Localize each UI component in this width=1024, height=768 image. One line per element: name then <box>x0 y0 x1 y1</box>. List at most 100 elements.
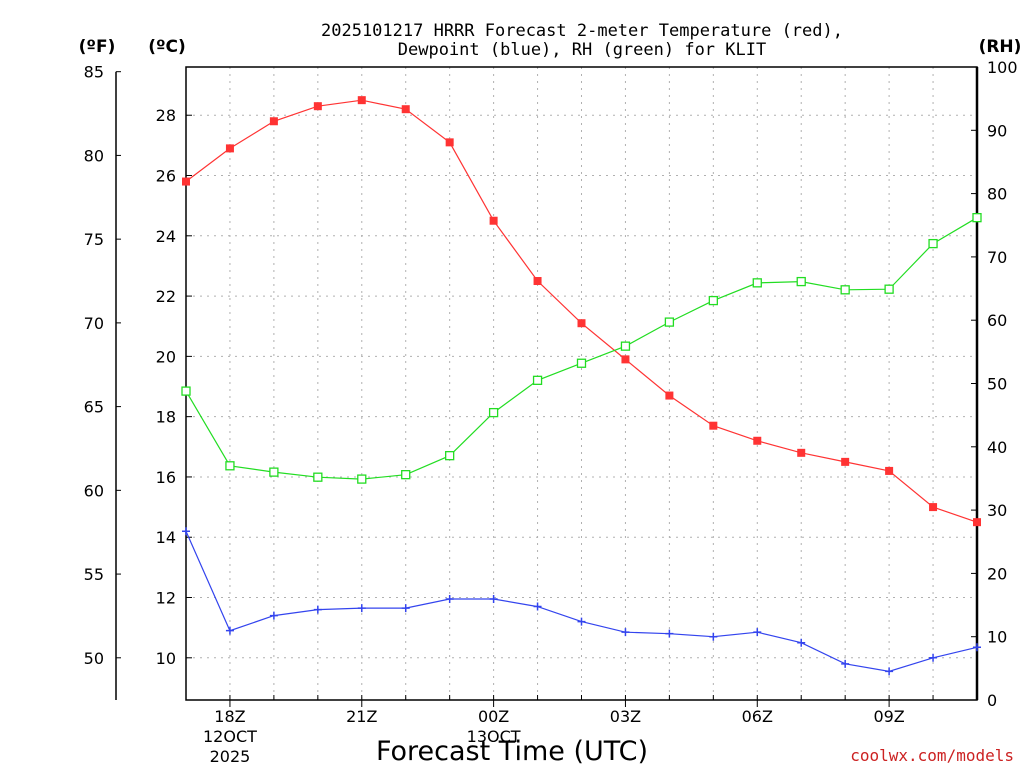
temperature-point <box>973 518 981 527</box>
temperature-point <box>665 391 674 400</box>
dewpoint-point <box>841 659 850 668</box>
fahrenheit-tick-label: 60 <box>84 481 104 500</box>
rh-tick-label: 20 <box>987 564 1007 583</box>
temperature-point <box>489 216 498 225</box>
rh-point <box>620 341 631 351</box>
fahrenheit-tick-label: 85 <box>84 63 104 82</box>
fahrenheit-unit-label: (ºF) <box>79 37 116 57</box>
gridlines <box>186 67 977 700</box>
rh-point <box>488 407 499 418</box>
rh-tick-label: 30 <box>987 501 1007 520</box>
celsius-tick-label: 26 <box>156 167 176 186</box>
x-tick-year: 2025 <box>210 747 251 766</box>
rh-point <box>884 284 894 294</box>
x-tick-date: 13OCT <box>467 727 521 746</box>
rh-tick-label: 60 <box>987 311 1007 330</box>
celsius-tick-label: 12 <box>156 589 176 608</box>
fahrenheit-tick-label: 75 <box>84 230 104 249</box>
temperature-point <box>709 421 718 430</box>
rh-tick-label: 10 <box>987 628 1007 647</box>
rh-point <box>664 317 675 327</box>
celsius-tick-label: 28 <box>156 106 176 125</box>
x-tick-label: 00Z <box>478 707 509 726</box>
temperature-point <box>577 319 586 328</box>
temperature-point <box>445 138 454 147</box>
celsius-tick-label: 10 <box>156 649 176 668</box>
rh-tick-label: 0 <box>987 691 997 710</box>
temperature-point <box>753 436 762 445</box>
chart-title-line2: Dewpoint (blue), RH (green) for KLIT <box>398 40 766 60</box>
rh-point <box>225 461 235 471</box>
rh-tick-label: 100 <box>987 58 1018 77</box>
data-series <box>181 96 982 676</box>
dewpoint-point <box>357 604 366 613</box>
dewpoint-line <box>185 530 978 673</box>
rh-point <box>928 238 938 249</box>
temperature-point <box>797 448 806 457</box>
dewpoint-point <box>269 611 278 620</box>
dewpoint-point <box>182 527 190 536</box>
temperature-point <box>269 117 278 126</box>
dewpoint-point <box>445 595 454 604</box>
dewpoint-point <box>225 626 234 635</box>
rh-point <box>840 285 850 295</box>
x-tick-label: 21Z <box>346 707 377 726</box>
temperature-point <box>621 355 630 364</box>
dewpoint-point <box>929 653 938 662</box>
rh-point <box>181 386 191 396</box>
temperature-point <box>885 466 894 475</box>
temperature-point <box>225 144 234 153</box>
celsius-tick-label: 22 <box>156 287 176 306</box>
temperature-point <box>401 105 410 114</box>
x-tick-label: 06Z <box>742 707 773 726</box>
temperature-point <box>357 96 366 105</box>
dewpoint-point <box>621 628 630 637</box>
celsius-unit-label: (ºC) <box>148 37 186 57</box>
rh-point <box>269 467 279 477</box>
x-tick-label: 03Z <box>610 707 641 726</box>
chart-title-line1: 2025101217 HRRR Forecast 2-meter Tempera… <box>321 21 843 41</box>
series-rh <box>181 213 982 484</box>
celsius-tick-label: 18 <box>156 408 176 427</box>
dewpoint-point <box>577 617 586 626</box>
rh-tick-label: 70 <box>987 248 1007 267</box>
rh-tick-label: 80 <box>987 185 1007 204</box>
rh-point <box>796 276 806 287</box>
rh-point <box>445 451 455 461</box>
rh-point <box>357 474 367 484</box>
fahrenheit-tick-label: 55 <box>84 565 104 584</box>
axes: 10 12 14 16 18 20 22 24 26 28 50 55 60 65 70 75 80 85 0 10 2… <box>84 58 1018 766</box>
rh-point <box>708 295 718 306</box>
temperature-point <box>929 503 938 512</box>
fahrenheit-tick-label: 70 <box>84 314 104 333</box>
series-dewpoint <box>182 527 981 676</box>
fahrenheit-tick-label: 65 <box>84 398 104 417</box>
x-axis-label: Forecast Time (UTC) <box>376 736 648 767</box>
rh-tick-label: 40 <box>987 438 1007 457</box>
temperature-point <box>841 457 850 466</box>
rh-point <box>576 358 587 368</box>
fahrenheit-tick-label: 80 <box>84 146 104 165</box>
celsius-tick-label: 20 <box>156 347 176 366</box>
dewpoint-point <box>885 667 894 676</box>
dewpoint-point <box>709 632 718 641</box>
x-tick-label: 09Z <box>873 707 904 726</box>
dewpoint-point <box>401 604 410 613</box>
temperature-line <box>185 99 978 523</box>
x-tick-date: 12OCT <box>203 727 257 746</box>
dewpoint-point <box>753 628 762 637</box>
x-tick-label: 18Z <box>214 707 245 726</box>
rh-point <box>313 472 323 482</box>
dewpoint-point <box>973 643 981 652</box>
dewpoint-point <box>313 605 322 614</box>
dewpoint-point <box>797 638 806 647</box>
dewpoint-point <box>489 595 498 604</box>
credit-text: coolwx.com/models <box>850 746 1014 765</box>
dewpoint-point <box>533 602 542 611</box>
temperature-point <box>313 102 322 111</box>
series-temperature <box>182 96 981 527</box>
rh-point <box>972 213 982 223</box>
celsius-tick-label: 24 <box>156 227 176 246</box>
temperature-point <box>533 277 542 286</box>
